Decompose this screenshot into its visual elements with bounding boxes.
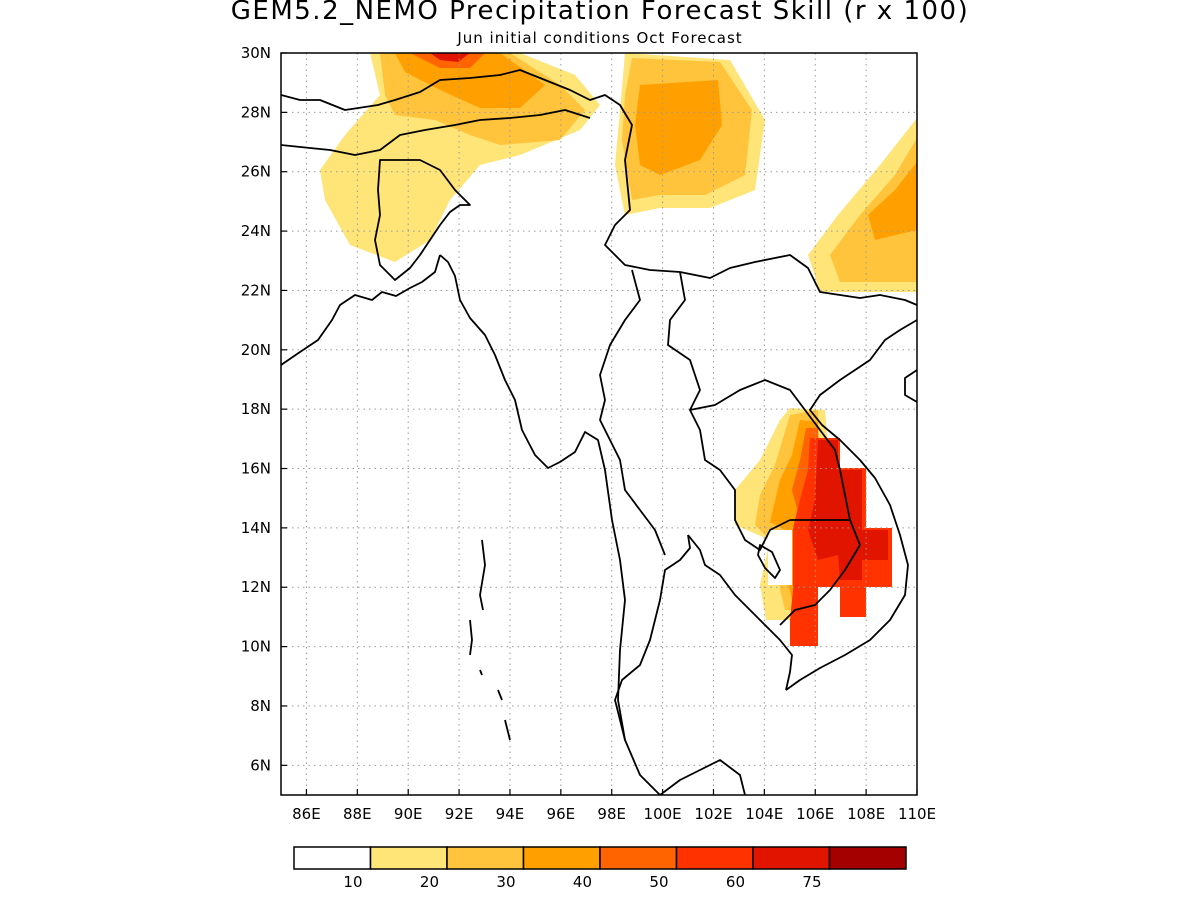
lon-tick-label: 100E [644, 805, 682, 823]
lon-tick-label: 96E [547, 805, 576, 823]
nicobar-islands [497, 689, 503, 701]
lat-tick-label: 8N [250, 697, 271, 715]
border-north [281, 69, 917, 306]
lon-tick-label: 90E [394, 805, 423, 823]
legend-swatch [522, 846, 601, 870]
skill-region-northwest [430, 53, 470, 62]
lat-tick-label: 6N [250, 756, 271, 774]
nicobar-islands [504, 719, 511, 741]
lat-tick-label: 26N [241, 163, 271, 181]
tonle-sap-lake [757, 544, 781, 579]
andaman-islands [479, 539, 486, 611]
coastline-gulf-of-thailand [687, 534, 793, 691]
border-himalaya [281, 109, 591, 156]
lat-tick-label: 16N [241, 460, 271, 478]
legend-swatch [599, 846, 678, 870]
axis-ticks: 86E 88E 90E 92E 94E 96E 98E 100E 102E 104E 106E 108… [241, 44, 936, 823]
lon-tick-label: 106E [796, 805, 834, 823]
lon-tick-label: 86E [292, 805, 321, 823]
skill-region-southeast [768, 530, 792, 585]
coastline-hainan [904, 369, 917, 403]
coastline-myanmar [439, 254, 661, 795]
lon-tick-label: 88E [343, 805, 372, 823]
legend-level-label: 60 [726, 873, 745, 891]
lon-tick-label: 102E [694, 805, 732, 823]
skill-region-north [635, 80, 722, 175]
legend-level-label: 75 [802, 873, 821, 891]
legend-swatch [293, 846, 372, 870]
andaman-islands [469, 619, 473, 656]
chart-title: GEM5.2_NEMO Precipitation Forecast Skill… [230, 0, 970, 26]
lon-tick-label: 92E [445, 805, 474, 823]
border-thailand-cambodia [689, 409, 791, 551]
coastline-thailand-west [614, 534, 691, 741]
legend-swatch [752, 846, 831, 870]
legend-level-label: 10 [343, 873, 362, 891]
lat-tick-label: 12N [241, 578, 271, 596]
skill-region-northwest [395, 53, 545, 108]
legend-level-label: 30 [496, 873, 515, 891]
legend-level-label: 50 [649, 873, 668, 891]
lon-tick-label: 108E [847, 805, 885, 823]
color-legend: 10 20 30 40 50 60 75 [293, 846, 907, 891]
skill-region-northeast [868, 162, 917, 240]
coastlines-and-borders [281, 69, 917, 795]
lon-tick-label: 94E [496, 805, 525, 823]
lat-tick-label: 20N [241, 341, 271, 359]
coastline-vietnam [785, 319, 917, 691]
legend-swatch [369, 846, 448, 870]
lat-tick-label: 28N [241, 103, 271, 121]
nicobar-islands [479, 669, 483, 676]
lat-tick-label: 22N [241, 281, 271, 299]
lon-tick-label: 104E [745, 805, 783, 823]
chart-subtitle: Jun initial conditions Oct Forecast [457, 29, 743, 47]
lat-tick-label: 30N [241, 44, 271, 62]
legend-level-label: 20 [420, 873, 439, 891]
lat-tick-label: 24N [241, 222, 271, 240]
coastline-india [281, 254, 441, 366]
legend-level-label: 40 [573, 873, 592, 891]
border-myanmar-thailand [599, 269, 666, 556]
lat-tick-label: 10N [241, 638, 271, 656]
legend-swatch [828, 846, 907, 870]
border-cambodia-vietnam [779, 519, 861, 626]
legend-swatch [446, 846, 525, 870]
skill-shading [320, 53, 917, 646]
lon-tick-label: 110E [898, 805, 936, 823]
lon-tick-label: 98E [597, 805, 626, 823]
border-laos [667, 271, 851, 521]
coastline-malay-peninsula [659, 759, 746, 795]
legend-swatch [675, 846, 754, 870]
lat-tick-label: 18N [241, 400, 271, 418]
map-border [280, 52, 918, 796]
lat-tick-label: 14N [241, 519, 271, 537]
border-bangladesh [374, 159, 471, 281]
